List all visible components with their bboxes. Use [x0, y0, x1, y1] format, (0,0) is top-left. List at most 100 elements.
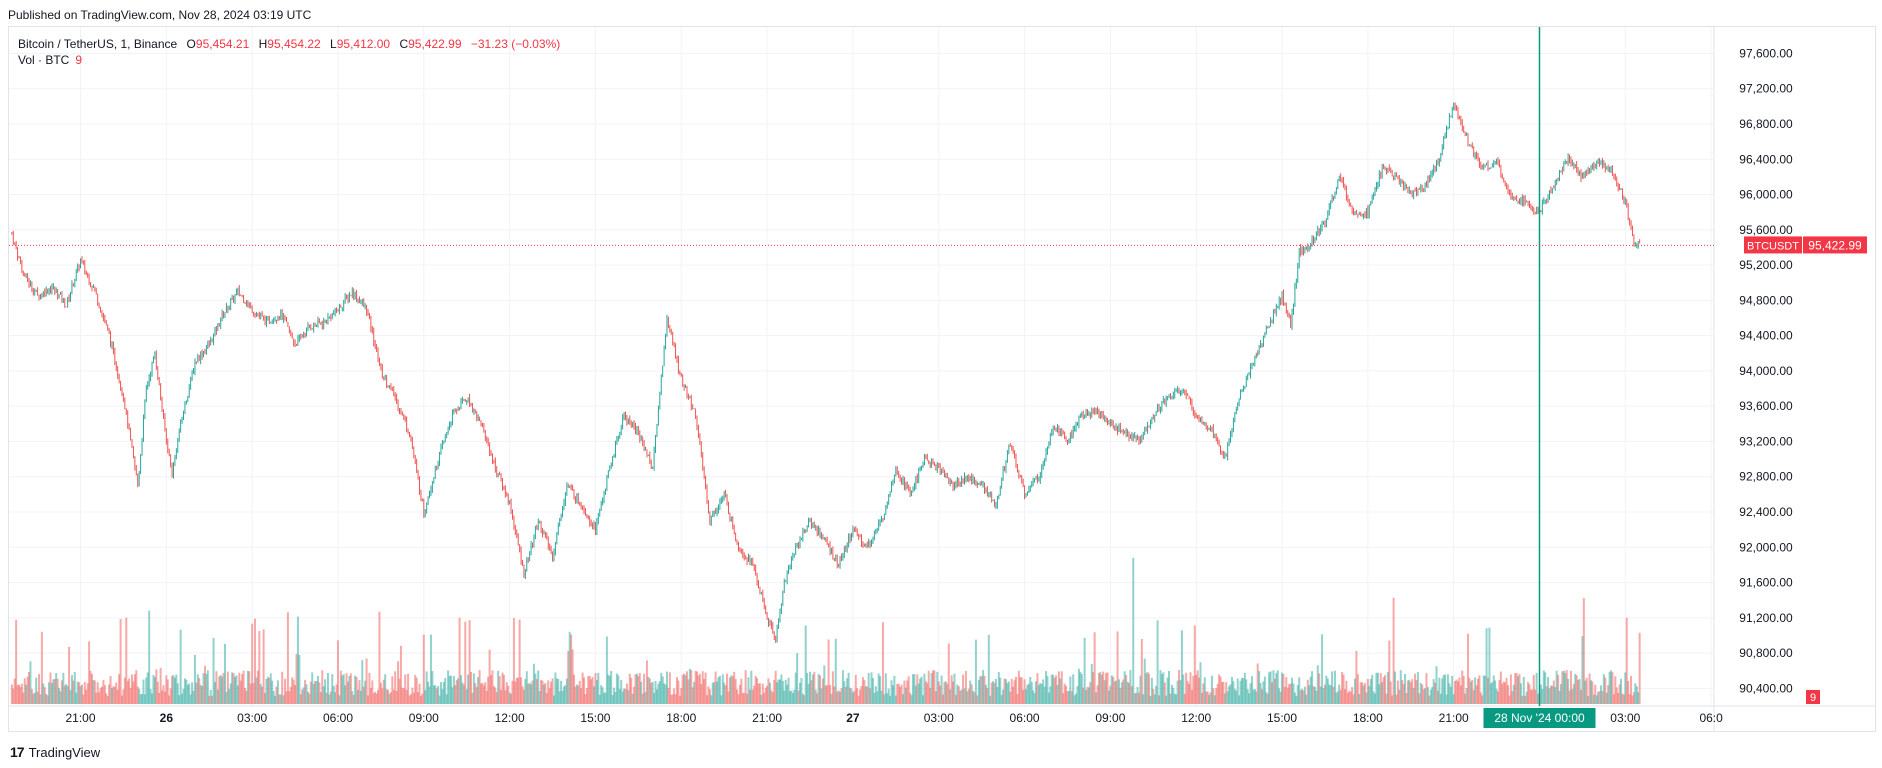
- volume-bar: [568, 631, 571, 704]
- volume-bar: [116, 689, 119, 704]
- volume-bar: [309, 681, 312, 704]
- volume-bar: [1073, 695, 1076, 704]
- volume-bar: [1432, 679, 1435, 704]
- volume-bar: [1615, 687, 1618, 704]
- volume-bar: [883, 694, 886, 704]
- volume-bar: [1391, 695, 1394, 704]
- volume-bar: [335, 684, 338, 704]
- volume-bar: [1228, 686, 1231, 704]
- volume-bar: [341, 675, 344, 704]
- volume-bar: [919, 678, 922, 704]
- price-tick-label: 94,000.00: [1739, 364, 1793, 378]
- volume-bar: [1299, 690, 1302, 704]
- volume-bar: [950, 675, 953, 704]
- chart-frame[interactable]: [8, 26, 1876, 732]
- volume-bar: [138, 688, 141, 704]
- volume-bar: [1067, 690, 1070, 704]
- volume-bar: [1220, 681, 1223, 704]
- volume-bar: [1620, 678, 1623, 704]
- volume-bar: [1315, 690, 1318, 704]
- volume-bar: [1185, 672, 1188, 704]
- volume-bar: [1004, 679, 1007, 704]
- volume-bar: [1465, 688, 1468, 704]
- volume-bar: [718, 676, 721, 704]
- volume-bar: [1012, 686, 1015, 704]
- volume-bar: [886, 693, 889, 704]
- volume-bar: [58, 687, 61, 704]
- volume-bar: [1126, 681, 1129, 704]
- volume-bar: [522, 689, 525, 704]
- volume-bar: [1522, 676, 1525, 704]
- volume-bar: [457, 678, 460, 704]
- volume-bar: [459, 675, 462, 704]
- price-tick-label: 91,600.00: [1739, 576, 1793, 590]
- volume-bar: [507, 685, 510, 704]
- volume-bar: [79, 686, 82, 704]
- volume-bar: [222, 672, 225, 704]
- volume-bar: [976, 695, 979, 704]
- volume-bar: [171, 675, 174, 704]
- volume-bar: [487, 676, 490, 704]
- volume-bar: [1283, 686, 1286, 704]
- volume-bar: [442, 681, 445, 704]
- volume-bar: [613, 687, 616, 704]
- volume-bar: [572, 674, 575, 704]
- price-tick-label: 90,800.00: [1739, 646, 1793, 660]
- volume-bar: [23, 678, 26, 704]
- volume-bar: [1158, 695, 1161, 704]
- volume-bar: [1611, 672, 1614, 704]
- volume-bar: [1342, 674, 1345, 704]
- volume-bar: [1412, 687, 1415, 704]
- volume-bar: [896, 683, 899, 704]
- volume-bar: [1195, 674, 1198, 704]
- volume-bar: [149, 689, 152, 704]
- volume-bar: [1524, 695, 1527, 704]
- volume-bar: [123, 677, 126, 704]
- volume-bar: [1100, 674, 1103, 704]
- volume-bar: [675, 677, 678, 704]
- volume-bar: [1077, 668, 1080, 704]
- volume-bar: [1282, 673, 1285, 704]
- volume-bar: [1399, 670, 1402, 704]
- volume-bar: [1212, 688, 1215, 704]
- volume-bar: [271, 680, 274, 704]
- volume-bar: [304, 679, 307, 704]
- volume-bar: [777, 679, 780, 704]
- volume-bar: [35, 677, 38, 704]
- volume-bar: [407, 673, 410, 704]
- volume-bar: [527, 684, 530, 704]
- volume-bar: [133, 674, 136, 704]
- volume-bar: [1323, 684, 1326, 704]
- volume-bar: [411, 687, 414, 704]
- volume-bar: [120, 695, 123, 704]
- volume-bar: [113, 687, 116, 704]
- volume-bar: [857, 695, 860, 704]
- symbol-price-tag-text: BTCUSDT: [1747, 240, 1799, 252]
- volume-bar: [647, 676, 650, 704]
- volume-bar: [1205, 691, 1208, 704]
- volume-bar: [65, 684, 68, 704]
- volume-bar: [1176, 680, 1179, 704]
- volume-bar: [115, 682, 118, 704]
- volume-bar: [880, 690, 883, 704]
- volume-bar: [26, 676, 29, 704]
- time-tick-label: 15:00: [580, 711, 610, 725]
- volume-bar: [1070, 691, 1073, 704]
- volume-bar: [1361, 682, 1364, 704]
- volume-bar: [800, 678, 803, 704]
- volume-bar: [1332, 686, 1335, 704]
- volume-bar: [1461, 670, 1464, 704]
- volume-bar: [387, 689, 390, 704]
- volume-bar: [434, 685, 437, 704]
- volume-bar: [565, 678, 568, 704]
- volume-bar: [1115, 680, 1118, 704]
- volume-bar: [1223, 693, 1226, 704]
- volume-bar: [597, 672, 600, 704]
- volume-bar: [1507, 685, 1510, 704]
- volume-bar: [1617, 692, 1620, 704]
- volume-bar: [1165, 695, 1168, 704]
- volume-bar: [511, 680, 514, 704]
- volume-bar: [678, 695, 681, 704]
- footer-brand[interactable]: 17 TradingView: [10, 744, 100, 760]
